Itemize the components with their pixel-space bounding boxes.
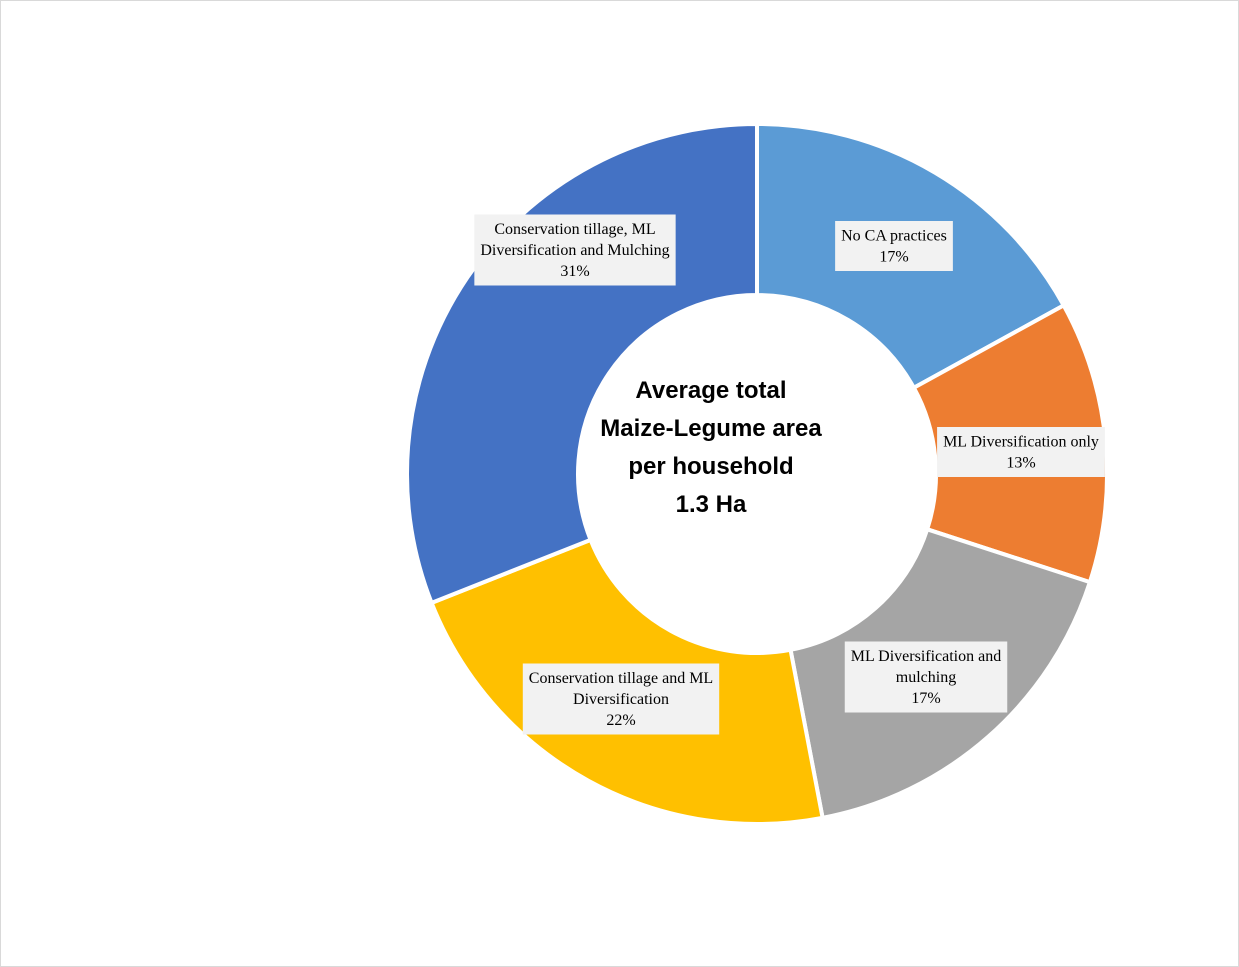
slice-4	[405, 121, 759, 606]
slice-percent: 31%	[560, 263, 589, 280]
slice-label-4: Conservation tillage, ML Diversification …	[474, 214, 676, 286]
slice-label-3: Conservation tillage and ML Diversificati…	[522, 663, 720, 735]
slice-category: Diversification and Mulching	[480, 242, 669, 259]
slice-percent: 17%	[911, 690, 940, 707]
label-box	[474, 214, 676, 286]
center-text-line: Maize-Legume area	[600, 415, 822, 442]
slice-percent: 17%	[879, 249, 908, 266]
labels-group: No CA practices 17% ML Diversification onl…	[474, 214, 1105, 735]
slice-category: Conservation tillage, ML	[494, 221, 655, 238]
slice-label-0: No CA practices 17%	[835, 221, 953, 271]
center-text: Average total Maize-Legume area per househ…	[600, 377, 822, 518]
label-box	[522, 663, 720, 735]
slice-percent: 13%	[1006, 455, 1035, 472]
slice-percent: 22%	[606, 712, 635, 729]
label-box	[844, 641, 1008, 713]
slice-category: mulching	[896, 669, 956, 686]
label-box	[835, 221, 953, 271]
label-box	[937, 427, 1105, 477]
slice-label-2: ML Diversification and mulching 17%	[844, 641, 1008, 713]
center-text-line: per household	[628, 453, 793, 480]
slice-category: Conservation tillage and ML	[529, 670, 713, 687]
slice-category: ML Diversification and	[851, 648, 1001, 665]
slice-category: Diversification	[573, 691, 669, 708]
slice-category: No CA practices	[841, 228, 947, 245]
center-text-line: Average total	[635, 377, 786, 404]
slice-category: ML Diversification only	[943, 434, 1099, 451]
center-text-line: 1.3 Ha	[676, 491, 747, 518]
slice-label-1: ML Diversification only 13%	[937, 427, 1105, 477]
